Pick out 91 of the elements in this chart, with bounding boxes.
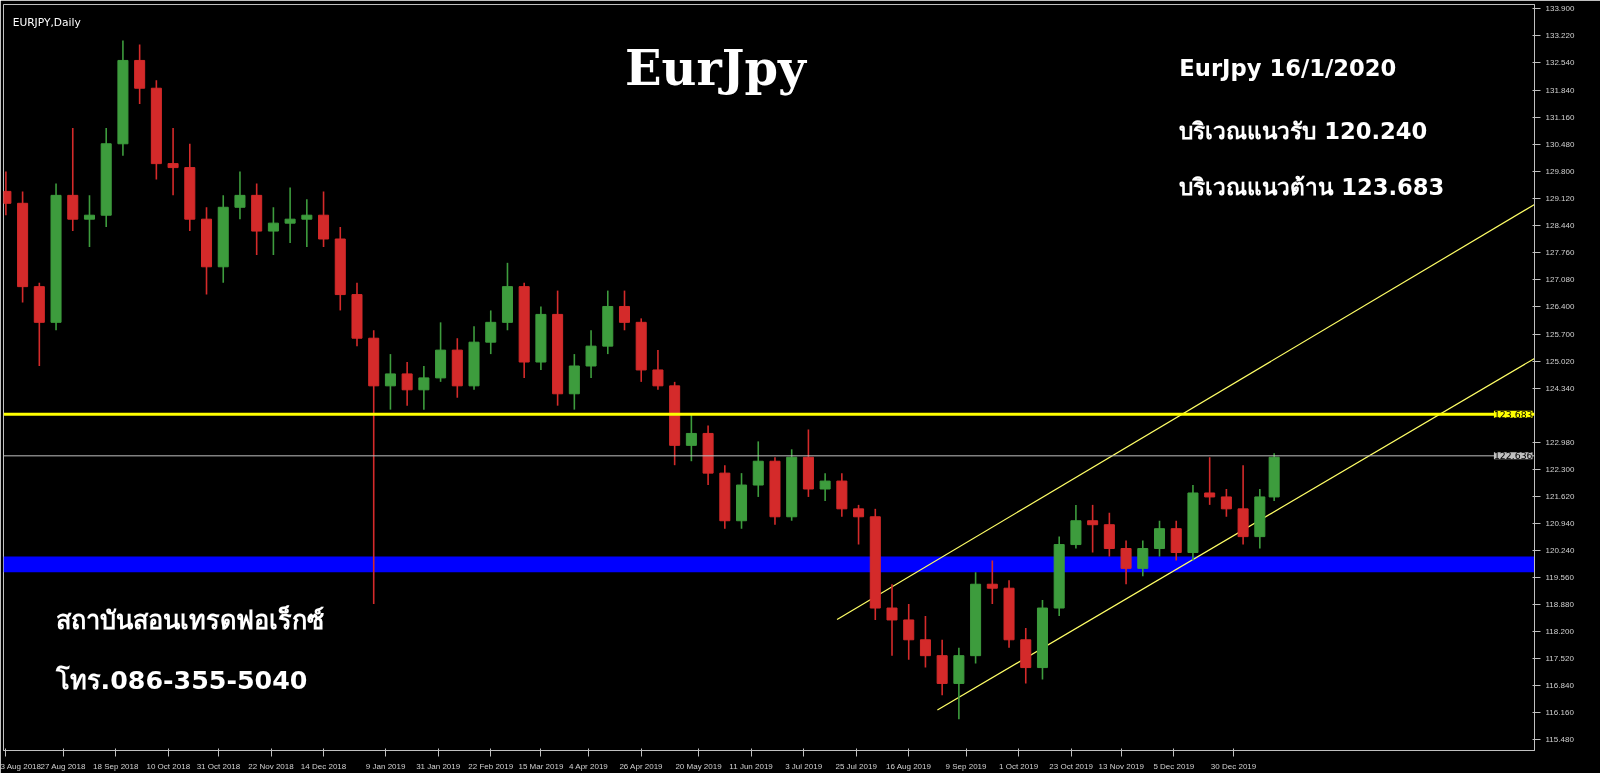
x-tick-label: 3 Aug 2018 bbox=[0, 761, 42, 771]
x-tick-label: 1 Oct 2019 bbox=[999, 761, 1039, 771]
x-tick-label: 5 Dec 2019 bbox=[1153, 761, 1195, 771]
x-tick-label: 22 Feb 2019 bbox=[468, 761, 514, 771]
y-tick-label: 122.980 bbox=[1545, 437, 1575, 447]
x-tick-label: 22 Nov 2018 bbox=[248, 761, 295, 771]
candlestick bbox=[618, 289, 631, 332]
candlestick bbox=[267, 206, 279, 256]
x-tick-label: 20 May 2019 bbox=[675, 761, 723, 771]
candlestick bbox=[1170, 519, 1182, 562]
candlestick bbox=[652, 349, 664, 391]
x-tick-label: 9 Sep 2019 bbox=[945, 761, 988, 771]
ref-line-label: 123.683 bbox=[1493, 408, 1533, 420]
y-tick-label: 125.700 bbox=[1545, 329, 1575, 339]
x-tick-label: 27 Aug 2018 bbox=[40, 761, 87, 771]
y-tick-label: 124.340 bbox=[1545, 383, 1575, 393]
annotation: EURJPY,Daily bbox=[12, 15, 81, 29]
y-tick-label: 118.200 bbox=[1545, 627, 1575, 637]
candlestick bbox=[1103, 512, 1115, 558]
y-tick-label: 131.160 bbox=[1545, 113, 1575, 123]
candlestick bbox=[919, 615, 931, 669]
y-tick-label: 127.080 bbox=[1545, 274, 1575, 284]
y-tick-label: 122.300 bbox=[1545, 464, 1575, 474]
x-tick-label: 18 Sep 2018 bbox=[93, 761, 139, 771]
candlestick bbox=[1087, 504, 1099, 554]
candlestick bbox=[1137, 539, 1149, 578]
x-tick-label: 13 Nov 2019 bbox=[1098, 761, 1145, 771]
candlestick bbox=[485, 309, 497, 355]
candlestick bbox=[418, 365, 430, 411]
candlestick bbox=[1154, 519, 1166, 558]
y-tick-label: 120.940 bbox=[1545, 518, 1575, 528]
x-tick-label: 14 Dec 2018 bbox=[300, 761, 347, 771]
y-tick-label: 116.160 bbox=[1545, 708, 1575, 718]
x-tick-label: 9 Jan 2019 bbox=[365, 761, 406, 771]
x-tick-label: 31 Oct 2018 bbox=[196, 761, 241, 771]
y-tick-label: 131.840 bbox=[1545, 86, 1575, 96]
x-tick-label: 26 Apr 2019 bbox=[619, 761, 664, 771]
annotation: สถาบันสอนเทรดฟอเร็กซ์ bbox=[55, 604, 324, 635]
candlestick bbox=[384, 353, 396, 411]
y-tick-label: 121.620 bbox=[1545, 491, 1575, 501]
y-tick-label: 132.540 bbox=[1545, 58, 1575, 68]
x-tick-label: 4 Apr 2019 bbox=[569, 761, 609, 771]
candlestick bbox=[886, 583, 898, 657]
candlestick bbox=[752, 440, 764, 498]
y-tick-label: 119.560 bbox=[1545, 573, 1575, 583]
y-tick-label: 133.220 bbox=[1545, 31, 1575, 41]
y-tick-label: 125.020 bbox=[1545, 356, 1575, 366]
candlestick bbox=[585, 329, 597, 379]
x-tick-label: 16 Aug 2019 bbox=[886, 761, 932, 771]
y-tick-label: 120.240 bbox=[1545, 546, 1575, 556]
candlestick bbox=[401, 361, 413, 407]
candlestick bbox=[903, 603, 915, 661]
candlestick bbox=[1220, 488, 1232, 518]
annotation: บริเวณแนวรับ 120.240 bbox=[1179, 118, 1428, 145]
y-tick-label: 133.900 bbox=[1545, 4, 1575, 14]
x-tick-label: 10 Oct 2018 bbox=[146, 761, 191, 771]
annotation: EurJpy 16/1/2020 bbox=[1179, 54, 1397, 81]
candlestick bbox=[1120, 539, 1132, 586]
y-tick-label: 118.880 bbox=[1545, 600, 1575, 610]
y-tick-label: 127.760 bbox=[1545, 248, 1575, 258]
x-tick-label: 11 Jun 2019 bbox=[729, 761, 774, 771]
candlestick bbox=[1204, 456, 1216, 506]
y-tick-label: 128.440 bbox=[1545, 221, 1575, 231]
y-tick-label: 129.120 bbox=[1545, 194, 1575, 204]
text: EurJpy bbox=[624, 39, 808, 96]
candlestick bbox=[167, 127, 179, 197]
x-tick-label: 25 Jul 2019 bbox=[835, 761, 878, 771]
y-tick-label: 116.840 bbox=[1545, 681, 1575, 691]
y-tick-label: 129.800 bbox=[1545, 167, 1575, 177]
candlestick bbox=[67, 127, 79, 232]
x-tick-label: 15 Mar 2019 bbox=[518, 761, 564, 771]
ref-line-label: 122.636 bbox=[1493, 450, 1533, 462]
y-tick-label: 126.400 bbox=[1545, 301, 1575, 311]
candlestick bbox=[986, 559, 998, 605]
candlestick bbox=[318, 190, 330, 248]
y-tick-label: 130.480 bbox=[1545, 140, 1575, 150]
x-tick-label: 23 Oct 2019 bbox=[1049, 761, 1094, 771]
y-tick-label: 115.480 bbox=[1545, 735, 1575, 745]
y-tick-label: 117.520 bbox=[1545, 654, 1575, 664]
x-tick-label: 31 Jan 2019 bbox=[416, 761, 461, 771]
candlestick bbox=[301, 198, 313, 248]
candlestick bbox=[819, 472, 831, 502]
annotation: โทร.086-355-5040 bbox=[54, 664, 308, 695]
candlestick bbox=[234, 170, 246, 220]
candlestick bbox=[1070, 504, 1082, 550]
annotation: บริเวณแนวต้าน 123.683 bbox=[1179, 174, 1445, 201]
candlestick bbox=[83, 194, 95, 248]
x-tick-label: 30 Dec 2019 bbox=[1210, 761, 1257, 771]
candlestick bbox=[284, 186, 296, 244]
candlestick bbox=[853, 504, 865, 546]
x-tick-label: 3 Jul 2019 bbox=[785, 761, 823, 771]
